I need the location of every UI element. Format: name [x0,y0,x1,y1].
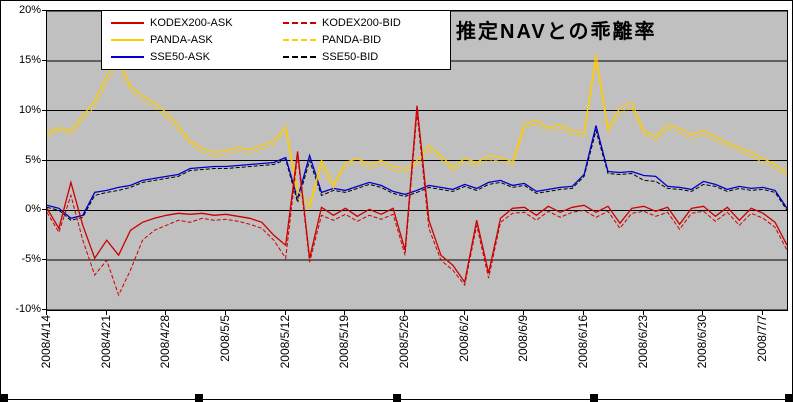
y-axis-tick-mark [42,10,46,11]
y-axis-tick-label: 20% [18,4,41,16]
y-axis-tick-mark [42,209,46,211]
y-axis-tick-label: -10% [15,303,41,315]
x-axis-tick-label: 2008/6/9 [516,315,531,362]
x-axis-tick-mark [523,311,525,315]
selection-handle-bottom-left[interactable] [0,394,8,402]
x-axis-tick-mark [583,311,585,315]
x-axis-tick-label: 2008/5/5 [218,315,233,362]
legend-item[interactable]: SSE50-ASK [111,50,283,64]
series-line-SSE50-BID[interactable] [47,128,787,221]
legend-item-label: KODEX200-BID [322,17,401,29]
y-axis-tick-label: 10% [18,103,41,116]
legend-item[interactable]: PANDA-ASK [111,33,283,47]
legend-grid: KODEX200-ASK KODEX200-BID PANDA-ASK PANDA-B… [111,16,441,64]
series-line-KODEX200-ASK[interactable] [47,105,787,284]
y-axis-tick-label: 5% [25,153,41,166]
x-axis-tick-mark [165,311,167,315]
y-axis-tick-label: -5% [21,253,41,266]
x-axis-tick-mark [642,311,644,315]
legend-line-sample-icon [283,56,316,58]
x-axis-tick-mark [702,311,704,315]
x-axis-tick-mark [46,311,47,315]
x-axis-tick-mark [344,311,346,315]
legend-item-label: PANDA-BID [322,34,382,46]
x-axis-tick-label: 2008/6/23 [635,315,650,369]
y-axis-tick-mark [42,159,46,161]
plot-canvas [47,11,787,310]
x-axis-tick-mark [404,311,406,315]
legend-item-label: PANDA-ASK [150,34,213,46]
legend-item[interactable]: PANDA-BID [283,33,441,47]
selection-handle-bottom-three-quarter[interactable] [590,394,599,402]
series-line-PANDA-ASK[interactable] [47,54,787,207]
legend-item[interactable]: SSE50-BID [283,50,441,64]
y-axis-tick-label: 0% [25,203,41,216]
x-axis-tick-label: 2008/6/2 [456,315,471,362]
x-axis-tick-mark [762,311,764,315]
x-axis-tick-mark [225,311,227,315]
y-axis-tick-mark [42,309,46,310]
selection-handle-bottom-center[interactable] [392,394,401,402]
legend-line-sample-icon [283,39,316,41]
series-line-PANDA-BID[interactable] [47,61,787,212]
legend-item-label: SSE50-ASK [150,51,210,63]
legend-line-sample-icon [111,39,144,41]
legend-item[interactable]: KODEX200-BID [283,16,441,30]
y-axis-tick-label: 15% [18,53,41,66]
legend-line-sample-icon [111,56,144,58]
y-axis-tick-mark [42,259,46,261]
x-axis-tick-label: 2008/6/30 [695,315,710,369]
x-axis-tick-label: 2008/6/16 [576,315,591,369]
legend-item-label: KODEX200-ASK [150,17,233,29]
series-line-SSE50-ASK[interactable] [47,125,787,220]
x-axis-tick-label: 2008/7/7 [755,315,770,362]
selection-handle-bottom-quarter[interactable] [194,394,203,402]
y-axis-tick-mark [42,59,46,61]
chart-title[interactable]: 推定NAVとの乖離率 [456,21,657,43]
x-axis-tick-label: 2008/5/26 [397,315,412,369]
x-axis-tick-label: 2008/4/28 [158,315,173,369]
x-axis-tick-label: 2008/4/21 [98,315,113,369]
legend[interactable]: KODEX200-ASK KODEX200-BID PANDA-ASK PANDA-B… [101,10,451,70]
legend-line-sample-icon [111,22,144,24]
y-axis-tick-mark [42,109,46,111]
series-line-KODEX200-BID[interactable] [47,112,787,297]
x-axis-tick-mark [105,311,107,315]
x-axis-tick-mark [284,311,286,315]
legend-line-sample-icon [283,22,316,24]
x-axis-tick-label: 2008/5/19 [337,315,352,369]
x-axis-tick-label: 2008/5/12 [277,315,292,369]
x-axis-tick-mark [463,311,465,315]
legend-item[interactable]: KODEX200-ASK [111,16,283,30]
selection-handle-bottom-right[interactable] [785,394,793,402]
legend-item-label: SSE50-BID [322,51,379,63]
x-axis-tick-label: 2008/4/14 [39,315,53,369]
